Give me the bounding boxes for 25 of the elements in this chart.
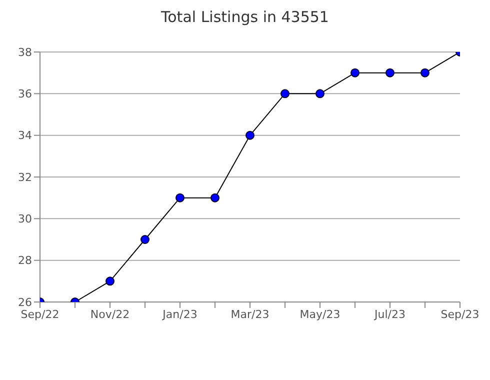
- point: [210, 193, 220, 202]
- y-tick-label: 36: [18, 88, 32, 101]
- point: [106, 276, 114, 286]
- point: [246, 130, 254, 140]
- x-tick-label: Sep/22: [20, 308, 60, 321]
- point: [176, 193, 184, 202]
- y-tick-label: 34: [18, 129, 32, 142]
- point: [420, 68, 430, 78]
- y-tick-label: 32: [18, 170, 32, 184]
- point: [140, 235, 150, 244]
- point: [386, 68, 394, 78]
- chart-title: Total Listings in 43551: [160, 8, 330, 28]
- y-tick-label: 38: [18, 46, 32, 59]
- x-tick-label: Jan/23: [162, 308, 198, 321]
- x-tick-label: Jul/23: [374, 308, 406, 321]
- y-tick-label: 28: [18, 254, 32, 268]
- point: [280, 89, 290, 98]
- point: [316, 89, 324, 98]
- y-tick-label: 30: [18, 212, 32, 226]
- x-tick-label: Sep/23: [440, 308, 480, 321]
- x-tick-label: Nov/22: [90, 308, 130, 321]
- point: [350, 68, 360, 78]
- x-tick-label: Mar/23: [230, 308, 270, 321]
- x-tick-label: May/23: [300, 308, 340, 321]
- y-tick-label: 26: [18, 296, 32, 309]
